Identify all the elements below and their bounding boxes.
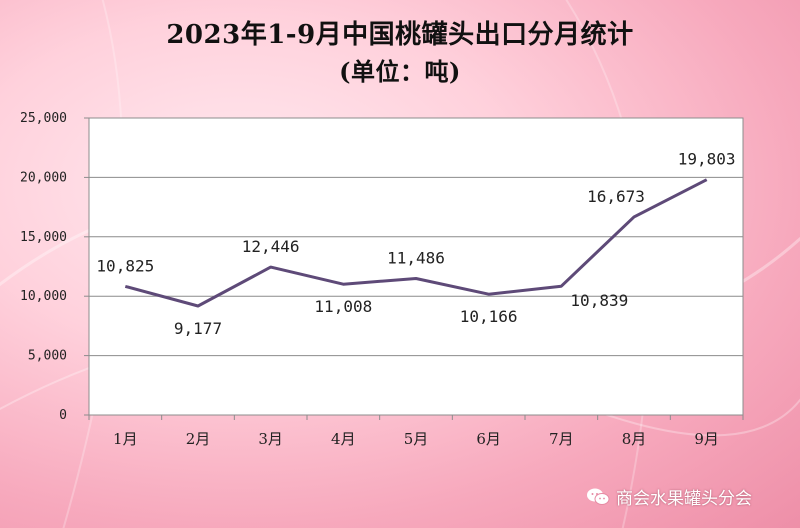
y-tick-label: 5,000 [28, 349, 67, 364]
x-category-label: 2月 [186, 430, 211, 448]
x-category-label: 7月 [549, 430, 574, 448]
chart-subtitle: (单位：吨) [339, 57, 461, 86]
data-label: 11,008 [314, 297, 372, 316]
plot-area [88, 117, 744, 416]
x-axis-tick-marks [88, 415, 744, 420]
data-label: 16,673 [587, 187, 645, 206]
y-axis-ticks: 0 5,000 10,000 15,000 20,000 25,000 [20, 111, 89, 423]
data-label: 11,486 [387, 249, 445, 268]
watermark: 商会水果罐头分会 [586, 484, 752, 509]
x-category-label: 4月 [331, 430, 356, 448]
series-line [124, 178, 708, 308]
data-label: 10,166 [460, 307, 518, 326]
x-category-label: 8月 [622, 430, 647, 448]
data-label: 12,446 [242, 237, 300, 256]
chart-title: 2023年1-9月中国桃罐头出口分月统计 [166, 20, 634, 50]
x-category-label: 3月 [258, 430, 283, 448]
y-tick-label: 15,000 [20, 230, 67, 245]
x-category-label: 9月 [694, 430, 719, 448]
x-axis-categories: 1月 2月 3月 4月 5月 6月 7月 8月 9月 [113, 430, 719, 448]
watermark-text: 商会水果罐头分会 [616, 489, 752, 509]
x-category-label: 5月 [404, 430, 429, 448]
data-label: 10,839 [570, 291, 628, 310]
wechat-icon [587, 488, 610, 505]
data-label: 10,825 [96, 256, 154, 275]
data-label: 19,803 [678, 150, 736, 169]
x-category-label: 1月 [113, 430, 138, 448]
y-tick-label: 10,000 [20, 289, 67, 304]
x-category-label: 6月 [476, 430, 501, 448]
data-labels: 10,825 9,177 12,446 11,008 11,486 10,166 10,83… [96, 150, 735, 338]
grid-lines [89, 176, 743, 357]
y-tick-label: 20,000 [20, 170, 67, 185]
y-tick-label: 0 [59, 408, 67, 423]
y-tick-label: 25,000 [20, 111, 67, 126]
data-label: 9,177 [174, 319, 222, 338]
